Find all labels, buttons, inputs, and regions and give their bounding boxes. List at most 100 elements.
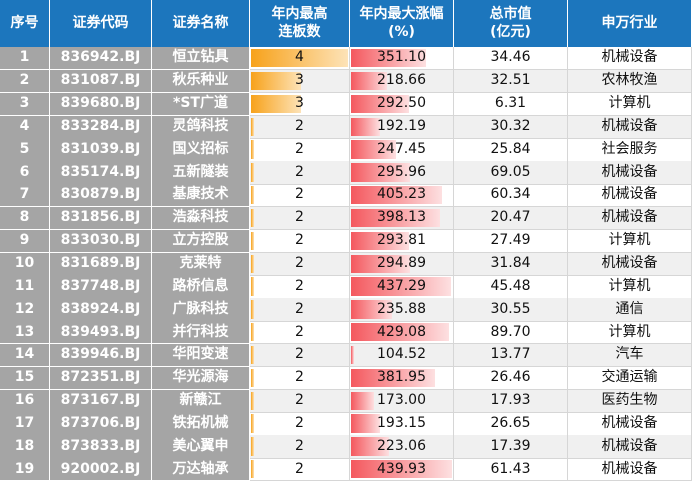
cell-text: 华光源海 xyxy=(172,369,229,386)
cell-text: 30.32 xyxy=(490,117,531,134)
cell-text: 920002.BJ xyxy=(60,460,141,477)
cell-text: 833284.BJ xyxy=(60,117,141,134)
cell-text: 831856.BJ xyxy=(60,209,141,226)
table-cell: 26.46 xyxy=(454,366,568,391)
data-bar xyxy=(351,208,440,228)
table-cell: 计算机 xyxy=(568,275,692,299)
table-cell: 292.50 xyxy=(350,92,454,116)
table-cell: 833030.BJ xyxy=(50,229,152,254)
cell-text: 恒立钻具 xyxy=(172,49,229,66)
cell-text: 4 xyxy=(19,117,30,134)
table-cell: 7 xyxy=(0,184,50,208)
cell-text: 351.10 xyxy=(377,49,426,66)
data-bar xyxy=(251,117,254,136)
cell-text: 2 xyxy=(295,346,304,363)
table-cell: 机械设备 xyxy=(568,161,692,185)
table-cell: 247.45 xyxy=(350,138,454,162)
data-bar xyxy=(251,140,254,159)
table-cell: 429.08 xyxy=(350,321,454,345)
cell-text: 灵鸽科技 xyxy=(172,117,229,134)
cell-text: 873706.BJ xyxy=(60,414,141,431)
header-cell: 年内最大涨幅 (%) xyxy=(350,0,454,47)
data-bar xyxy=(351,254,410,273)
data-bar xyxy=(351,414,380,433)
table-cell: 并行科技 xyxy=(152,321,250,345)
cell-text: 并行科技 xyxy=(172,323,229,340)
table-cell: 69.05 xyxy=(454,161,568,185)
cell-text: 6 xyxy=(19,163,30,180)
cell-text: 16 xyxy=(14,392,35,409)
table-cell: 13 xyxy=(0,321,50,345)
cell-text: 15 xyxy=(14,369,35,386)
cell-text: 6.31 xyxy=(494,95,527,112)
cell-text: 汽车 xyxy=(615,346,644,363)
cell-text: 2 xyxy=(295,254,304,271)
cell-text: 2 xyxy=(295,392,304,409)
table-cell: 克莱特 xyxy=(152,252,250,276)
data-bar xyxy=(251,208,254,228)
table-cell: 基康技术 xyxy=(152,184,250,208)
cell-text: 69.05 xyxy=(490,163,531,180)
cell-text: 华阳变速 xyxy=(172,346,229,363)
cell-text: 机械设备 xyxy=(601,186,658,203)
cell-text: 3 xyxy=(295,72,304,89)
data-bar xyxy=(251,323,254,342)
table-cell: 4 xyxy=(250,47,350,71)
cell-text: 路桥信息 xyxy=(172,277,229,294)
table-cell: 173.00 xyxy=(350,389,454,413)
cell-text: 27.49 xyxy=(490,232,531,249)
cell-text: 2 xyxy=(295,232,304,249)
table-cell: 3 xyxy=(250,69,350,94)
cell-text: 218.66 xyxy=(377,72,426,89)
cell-text: 广脉科技 xyxy=(172,300,229,317)
table-cell: 20.47 xyxy=(454,206,568,231)
table-cell: 2 xyxy=(250,275,350,299)
table-cell: 31.84 xyxy=(454,252,568,276)
table-cell: 17.39 xyxy=(454,435,568,459)
table-cell: 30.55 xyxy=(454,298,568,322)
data-bar xyxy=(351,437,389,456)
data-bar xyxy=(251,437,254,456)
cell-text: *ST广道 xyxy=(173,95,228,112)
table-cell: 835174.BJ xyxy=(50,161,152,185)
cell-text: 计算机 xyxy=(608,232,651,249)
cell-text: 机械设备 xyxy=(601,209,658,226)
header-cell: 总市值 (亿元) xyxy=(454,0,568,47)
table-cell: 223.06 xyxy=(350,435,454,459)
cell-text: 831689.BJ xyxy=(60,254,141,271)
cell-text: 838924.BJ xyxy=(60,300,141,317)
cell-text: 295.96 xyxy=(377,163,426,180)
table-cell: 2 xyxy=(250,321,350,345)
data-bar xyxy=(351,117,380,136)
cell-text: 437.29 xyxy=(377,277,426,294)
data-bar xyxy=(351,140,396,159)
data-bar xyxy=(351,71,388,91)
data-bar xyxy=(351,460,452,479)
table-cell: 836942.BJ xyxy=(50,47,152,71)
cell-text: 美心翼申 xyxy=(172,437,229,454)
table-cell: 381.95 xyxy=(350,366,454,391)
cell-text: 农林牧渔 xyxy=(601,72,658,89)
table-cell: 机械设备 xyxy=(568,184,692,208)
table-cell: 27.49 xyxy=(454,229,568,254)
cell-text: 60.34 xyxy=(490,186,531,203)
table-cell: 839680.BJ xyxy=(50,92,152,116)
table-cell: 405.23 xyxy=(350,184,454,208)
table-cell: 8 xyxy=(0,206,50,231)
cell-text: 439.93 xyxy=(377,460,426,477)
table-cell: 351.10 xyxy=(350,47,454,71)
table-cell: 439.93 xyxy=(350,458,454,481)
table-cell: 国义招标 xyxy=(152,138,250,162)
data-bar xyxy=(251,414,254,433)
data-bar xyxy=(251,277,254,296)
cell-text: 社会服务 xyxy=(601,140,658,157)
data-bar xyxy=(351,391,374,410)
data-bar xyxy=(251,391,254,410)
table-cell: 机械设备 xyxy=(568,458,692,481)
table-cell: 831856.BJ xyxy=(50,206,152,231)
cell-text: 计算机 xyxy=(608,277,651,294)
cell-text: 万达轴承 xyxy=(172,460,229,477)
cell-text: 61.43 xyxy=(490,460,531,477)
table-cell: 830879.BJ xyxy=(50,184,152,208)
